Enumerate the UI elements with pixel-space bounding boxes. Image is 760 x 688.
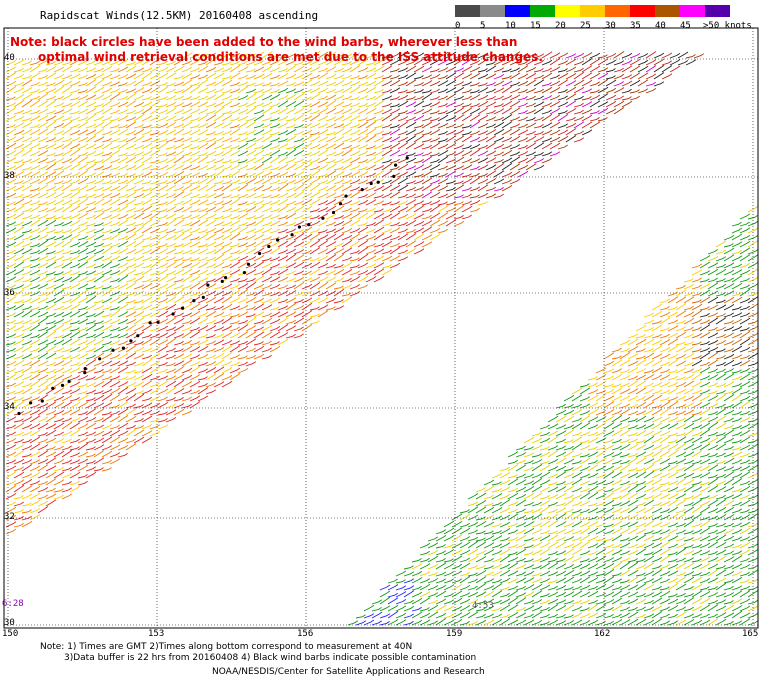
legend-label: 15 — [530, 21, 541, 31]
lon-label-156: 156 — [297, 629, 314, 639]
note-line-2: optimal wind retrieval conditions are me… — [38, 50, 543, 64]
swath-right — [347, 205, 759, 626]
legend-swatch — [480, 5, 505, 17]
pass-time-right: 4:53 — [472, 601, 494, 611]
lat-label-30: 30 — [4, 618, 15, 628]
pass-time-left: 6:28 — [2, 599, 24, 609]
legend-swatch — [680, 5, 705, 17]
legend-swatch — [605, 5, 630, 17]
map-frame — [3, 27, 759, 629]
legend-label: 30 — [605, 21, 616, 31]
lat-label-40: 40 — [4, 53, 15, 63]
legend-label: 35 — [630, 21, 641, 31]
legend-swatch — [630, 5, 655, 17]
lon-label-162: 162 — [594, 629, 611, 639]
legend-swatch — [530, 5, 555, 17]
lat-label-36: 36 — [4, 288, 15, 298]
legend-swatch — [455, 5, 480, 17]
legend-swatch — [555, 5, 580, 17]
lon-label-150: 150 — [2, 629, 19, 639]
lat-label-32: 32 — [4, 512, 15, 522]
legend-swatch — [705, 5, 730, 17]
map-title: Rapidscat Winds(12.5KM) 20160408 ascendi… — [40, 9, 319, 22]
legend-swatch — [505, 5, 530, 17]
legend-label: 25 — [580, 21, 591, 31]
legend-labels: 0 5 10 15 20 25 30 35 40 45 >50 knots — [455, 21, 755, 33]
legend-label: 5 — [480, 21, 486, 31]
legend-label: 0 — [455, 21, 461, 31]
speed-color-legend — [455, 5, 730, 19]
footnote-line-2: 3)Data buffer is 22 hrs from 20160408 4)… — [64, 653, 477, 663]
lat-label-34: 34 — [4, 402, 15, 412]
legend-swatch — [655, 5, 680, 17]
legend-label: 40 — [655, 21, 666, 31]
lat-lon-grid — [4, 28, 758, 628]
swath-left — [5, 50, 705, 535]
lon-label-165: 165 — [742, 629, 759, 639]
legend-label: 10 — [505, 21, 516, 31]
lon-label-153: 153 — [148, 629, 165, 639]
lat-label-38: 38 — [4, 171, 15, 181]
lon-label-159: 159 — [446, 629, 463, 639]
legend-label: >50 knots — [703, 21, 752, 31]
footnote-line-1: Note: 1) Times are GMT 2)Times along bot… — [40, 642, 413, 652]
note-line-1: Note: black circles have been added to t… — [10, 35, 518, 49]
legend-swatch — [580, 5, 605, 17]
legend-label: 45 — [680, 21, 691, 31]
footnote-line-3: NOAA/NESDIS/Center for Satellite Applica… — [212, 667, 485, 677]
legend-label: 20 — [555, 21, 566, 31]
